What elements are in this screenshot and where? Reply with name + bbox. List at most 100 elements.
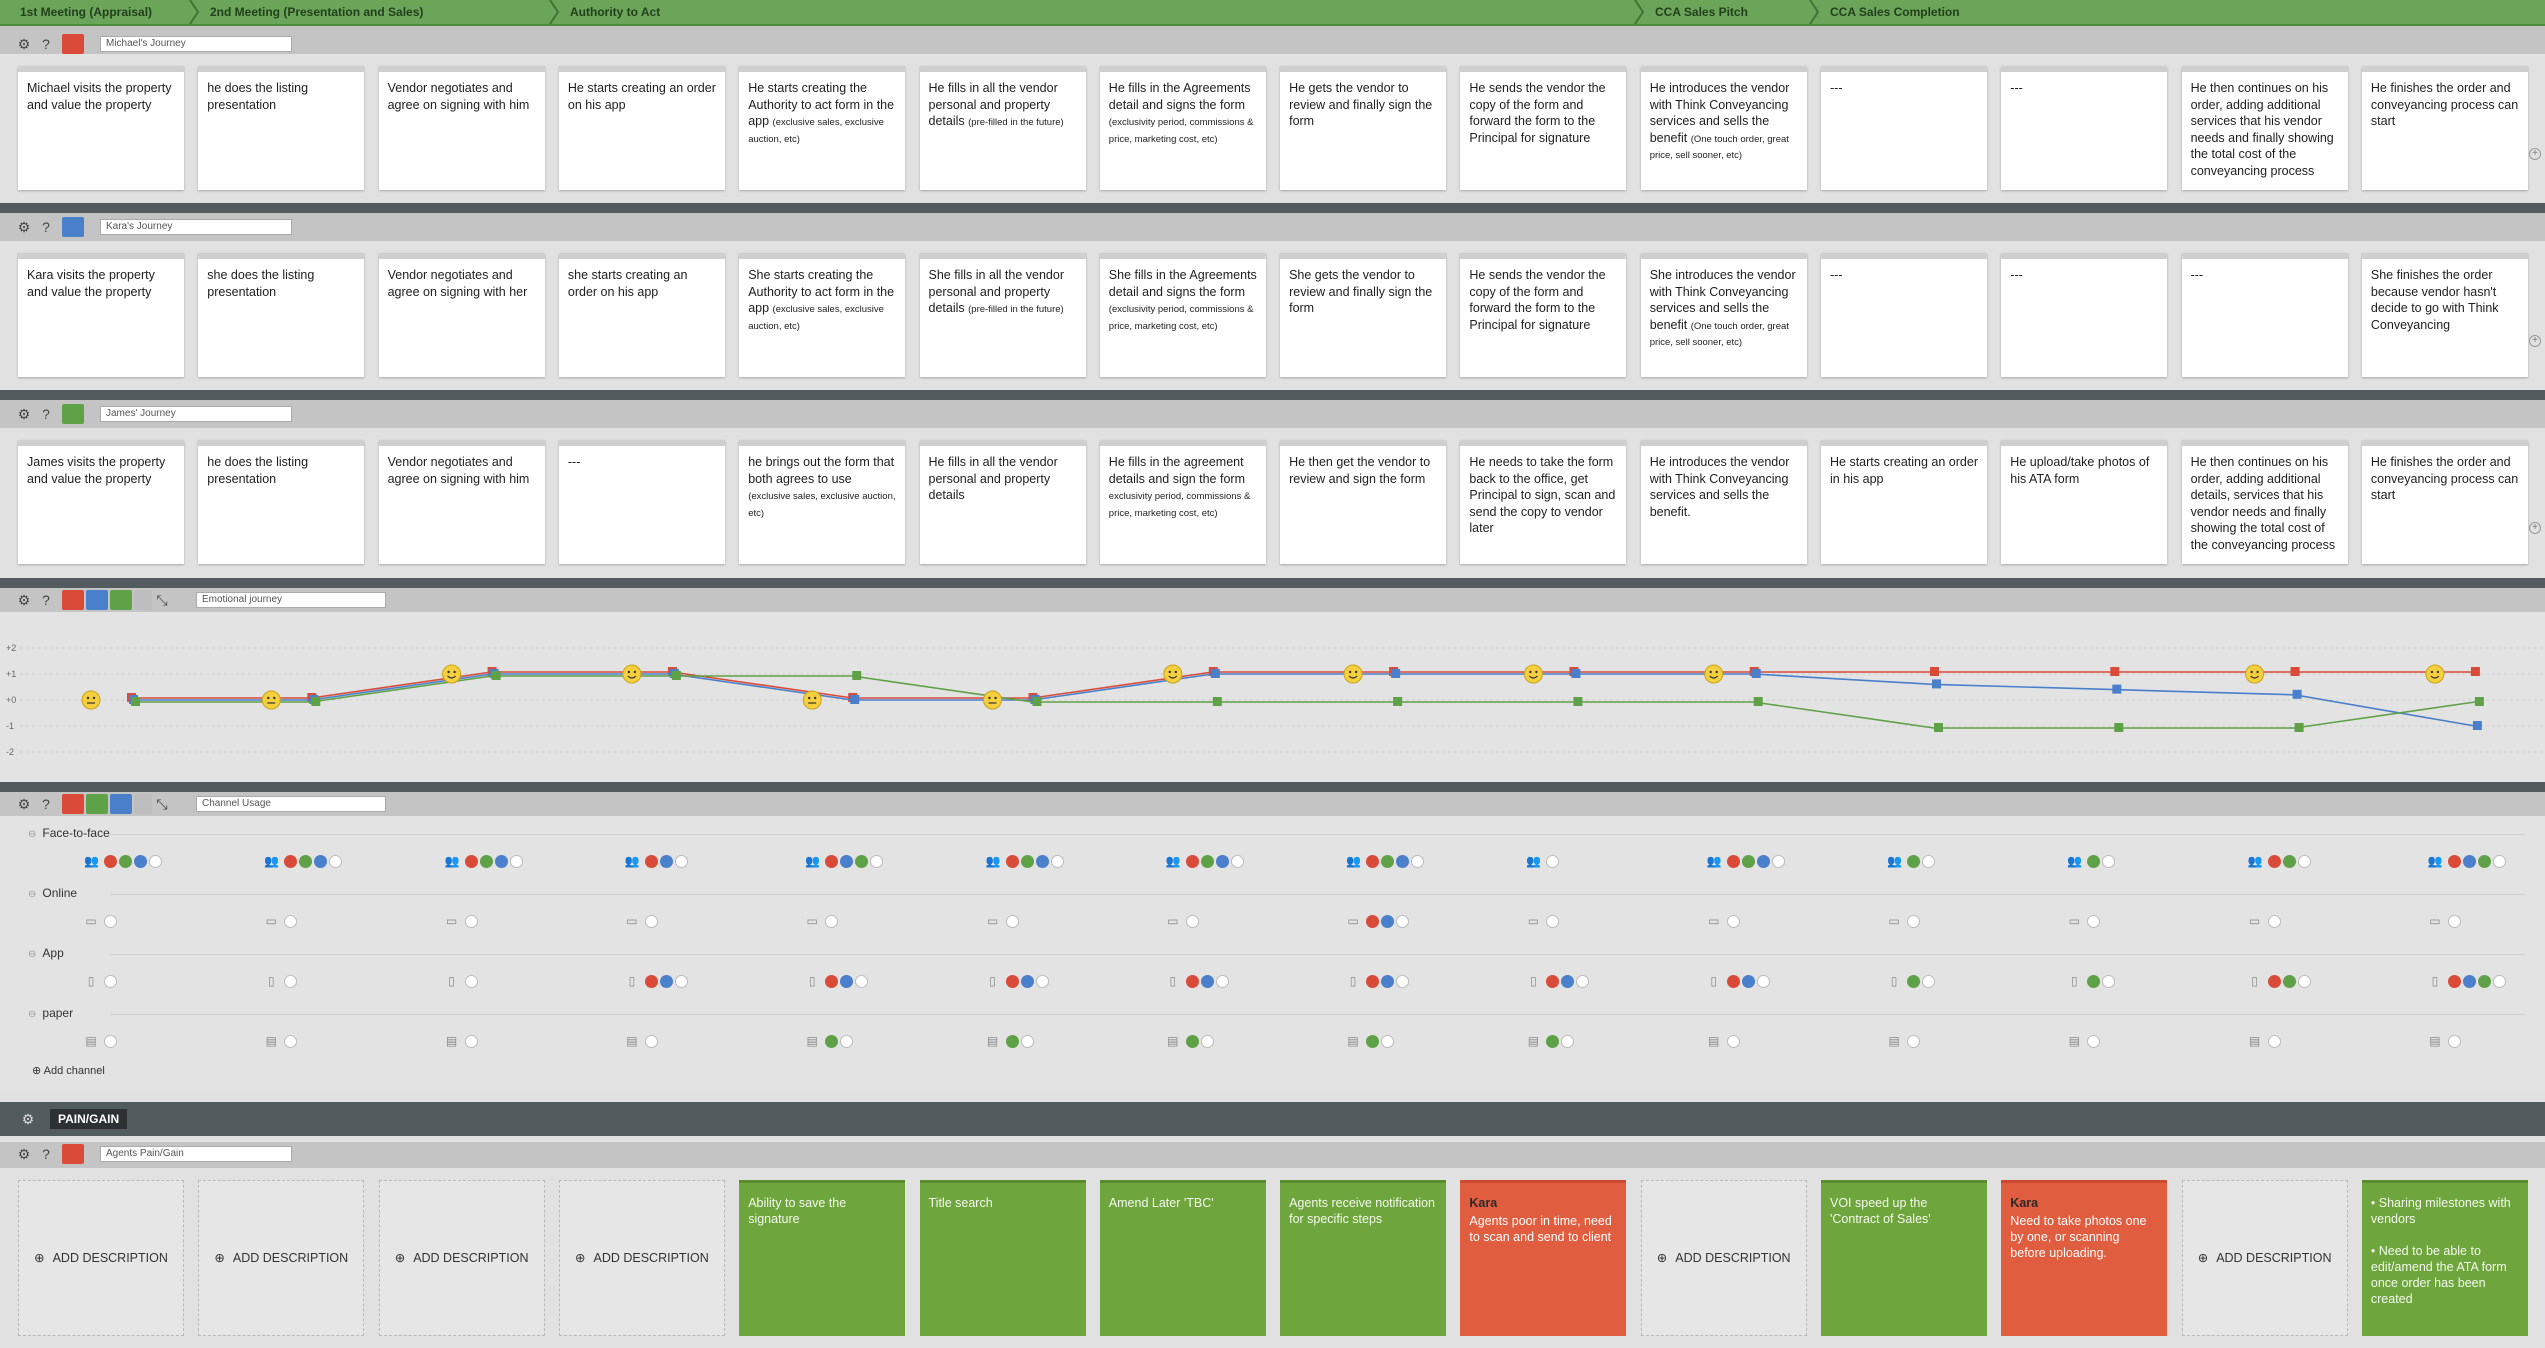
channel-row-label[interactable]: ⊖ App xyxy=(28,946,64,960)
add-user-icon[interactable] xyxy=(2447,1035,2461,1048)
gear-icon[interactable]: ⚙ xyxy=(17,406,31,422)
add-user-icon[interactable] xyxy=(1907,1035,1920,1048)
journey-card[interactable]: She gets the vendor to review and finall… xyxy=(1280,253,1447,377)
user-dot-green[interactable] xyxy=(2477,975,2491,988)
journey-card[interactable]: She fills in all the vendor personal and… xyxy=(919,253,1086,377)
emotion-point[interactable] xyxy=(2472,721,2482,730)
add-user-icon[interactable] xyxy=(2267,1035,2281,1048)
emotion-point[interactable] xyxy=(1573,697,1583,706)
add-user-icon[interactable] xyxy=(284,1035,298,1048)
add-user-icon[interactable] xyxy=(1200,1035,1214,1048)
journey-card[interactable]: He gets the vendor to review and finally… xyxy=(1280,66,1447,190)
user-dot-blue[interactable] xyxy=(1561,975,1575,988)
add-user-icon[interactable] xyxy=(2447,915,2461,928)
journey-card[interactable]: Vendor negotiates and agree on signing w… xyxy=(378,66,545,190)
emotion-point[interactable] xyxy=(311,697,321,706)
stage-cca-sales-completion[interactable]: CCA Sales Completion xyxy=(1830,5,1960,19)
add-user-icon[interactable] xyxy=(464,1035,478,1048)
pain-card[interactable]: Kara Agents poor in time, need to scan an… xyxy=(1460,1180,1627,1336)
user-dot-green[interactable] xyxy=(479,855,493,868)
add-user-icon[interactable] xyxy=(464,915,478,928)
emotion-point[interactable] xyxy=(850,695,860,704)
stage-authority-to-act[interactable]: Authority to Act xyxy=(570,5,661,19)
emotion-point[interactable] xyxy=(131,697,140,706)
journey-card[interactable]: He starts creating an order in his app xyxy=(1821,440,1987,564)
user-dot-green[interactable] xyxy=(1381,855,1395,868)
avatar-james[interactable] xyxy=(110,590,132,610)
add-user-icon[interactable] xyxy=(1922,975,1935,988)
add-user-icon[interactable] xyxy=(644,915,658,928)
add-user-icon[interactable] xyxy=(840,1035,854,1048)
user-dot-red[interactable] xyxy=(1726,975,1740,988)
journey-card[interactable]: She starts creating the Authority to act… xyxy=(739,253,906,377)
journey-card[interactable]: He needs to take the form back to the of… xyxy=(1460,440,1627,564)
emotion-face-icon[interactable] xyxy=(261,690,281,710)
user-dot-green[interactable] xyxy=(2477,855,2491,868)
user-dot-blue[interactable] xyxy=(1215,855,1229,868)
add-user-icon[interactable] xyxy=(1922,855,1935,868)
user-dot-blue[interactable] xyxy=(840,855,854,868)
emotion-face-icon[interactable] xyxy=(2245,664,2265,684)
drag-handle-icon[interactable]: ⊖ xyxy=(28,889,37,900)
user-dot-red[interactable] xyxy=(1366,975,1380,988)
journey-card[interactable]: Kara visits the property and value the p… xyxy=(18,253,184,377)
journey-card[interactable]: She finishes the order because vendor ha… xyxy=(2361,253,2528,377)
gain-card[interactable]: VOI speed up the 'Contract of Sales' xyxy=(1821,1180,1987,1336)
help-icon[interactable]: ? xyxy=(42,592,50,608)
add-description-card[interactable]: ⊕ ADD DESCRIPTION xyxy=(378,1180,545,1336)
user-dot-red[interactable] xyxy=(284,855,298,868)
user-dot-green[interactable] xyxy=(1741,855,1755,868)
channel-row-label[interactable]: ⊖ paper xyxy=(28,1006,73,1020)
emotion-point[interactable] xyxy=(1932,679,1941,689)
emotion-point[interactable] xyxy=(2294,723,2304,732)
emotion-point[interactable] xyxy=(1753,697,1763,706)
journey-card[interactable]: He fills in the Agreements detail and si… xyxy=(1099,66,1266,190)
add-description-card[interactable]: ⊕ ADD DESCRIPTION xyxy=(558,1180,725,1336)
help-icon[interactable]: ? xyxy=(42,36,50,52)
user-dot-red[interactable] xyxy=(464,855,478,868)
emotion-face-icon[interactable] xyxy=(1163,664,1183,684)
emotion-point[interactable] xyxy=(852,671,862,680)
emotion-face-icon[interactable] xyxy=(622,664,642,684)
emotion-face-icon[interactable] xyxy=(81,690,101,710)
user-dot-red[interactable] xyxy=(1005,855,1019,868)
user-dot-red[interactable] xyxy=(1546,975,1560,988)
add-user-icon[interactable] xyxy=(284,915,298,928)
add-user-icon[interactable] xyxy=(2297,855,2311,868)
lane-name[interactable]: Kara's Journey xyxy=(100,219,292,235)
journey-card[interactable]: He fills in all the vendor personal and … xyxy=(919,66,1086,190)
emotion-face-icon[interactable] xyxy=(983,690,1002,710)
journey-card[interactable]: she does the listing presentation xyxy=(198,253,365,377)
journey-card[interactable]: He upload/take photos of his ATA form xyxy=(2001,440,2168,564)
add-description-card[interactable]: ⊕ ADD DESCRIPTION xyxy=(1640,1180,1807,1336)
user-dot-blue[interactable] xyxy=(1741,975,1755,988)
emotion-point[interactable] xyxy=(2292,689,2302,699)
avatar[interactable] xyxy=(62,217,84,237)
add-user-icon[interactable] xyxy=(104,1035,117,1048)
user-dot-green[interactable] xyxy=(2282,975,2296,988)
add-description-card[interactable]: ⊕ ADD DESCRIPTION xyxy=(18,1180,184,1336)
user-dot-red[interactable] xyxy=(1185,975,1199,988)
gear-icon[interactable]: ⚙ xyxy=(21,1111,35,1127)
emotion-point[interactable] xyxy=(2114,723,2124,732)
user-dot-green[interactable] xyxy=(855,855,869,868)
journey-card[interactable]: he brings out the form that both agrees … xyxy=(739,440,906,564)
user-dot-blue[interactable] xyxy=(2462,975,2476,988)
emotion-point[interactable] xyxy=(2110,667,2120,676)
emotion-point[interactable] xyxy=(671,671,681,680)
avatar[interactable] xyxy=(62,34,84,54)
gear-icon[interactable]: ⚙ xyxy=(17,592,31,608)
add-user-icon[interactable] xyxy=(2087,915,2101,928)
journey-card[interactable]: --- xyxy=(2001,66,2168,190)
collapse-icon[interactable]: ⤡ xyxy=(156,592,168,608)
journey-card[interactable]: --- xyxy=(2181,253,2348,377)
add-user-icon[interactable] xyxy=(825,915,839,928)
user-dot-blue[interactable] xyxy=(1381,975,1395,988)
journey-card[interactable]: He fills in the agreement details and si… xyxy=(1099,440,1266,564)
journey-card[interactable]: Vendor negotiates and agree on signing w… xyxy=(378,253,545,377)
avatar-kara[interactable] xyxy=(110,794,132,814)
emotion-point[interactable] xyxy=(1934,723,1943,732)
add-user-icon[interactable] xyxy=(2102,975,2116,988)
avatar-placeholder[interactable] xyxy=(134,590,152,610)
add-user-icon[interactable] xyxy=(2492,855,2506,868)
